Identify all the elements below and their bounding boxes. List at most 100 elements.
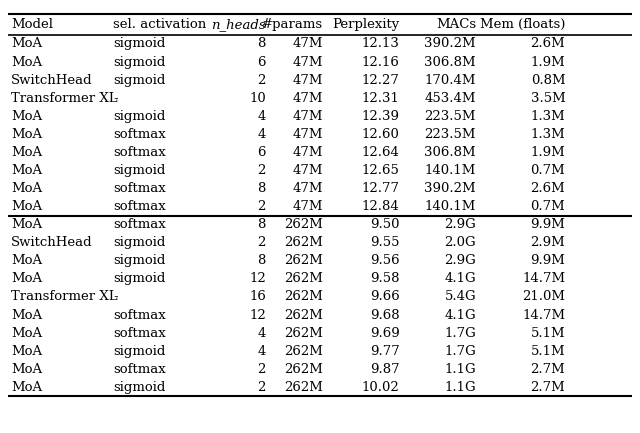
Text: 2: 2	[257, 236, 266, 249]
Text: softmax: softmax	[113, 128, 166, 141]
Text: 0.7M: 0.7M	[531, 200, 565, 213]
Text: 2.0G: 2.0G	[445, 236, 476, 249]
Text: -: -	[113, 291, 118, 304]
Text: 1.9M: 1.9M	[531, 146, 565, 159]
Text: 8: 8	[257, 218, 266, 231]
Text: 1.3M: 1.3M	[531, 128, 565, 141]
Text: 5.4G: 5.4G	[445, 291, 476, 304]
Text: 16: 16	[249, 291, 266, 304]
Text: 4: 4	[257, 128, 266, 141]
Text: 47M: 47M	[292, 200, 323, 213]
Text: 12: 12	[249, 272, 266, 285]
Text: 4.1G: 4.1G	[445, 309, 476, 322]
Text: 262M: 262M	[284, 326, 323, 339]
Text: 170.4M: 170.4M	[424, 74, 476, 87]
Text: sigmoid: sigmoid	[113, 381, 165, 394]
Text: 4: 4	[257, 110, 266, 123]
Text: 1.7G: 1.7G	[444, 326, 476, 339]
Text: sigmoid: sigmoid	[113, 38, 165, 51]
Text: 14.7M: 14.7M	[522, 272, 565, 285]
Text: Mem (floats): Mem (floats)	[480, 18, 565, 31]
Text: 140.1M: 140.1M	[425, 164, 476, 177]
Text: Transformer XL: Transformer XL	[11, 291, 118, 304]
Text: MoA: MoA	[11, 38, 42, 51]
Text: 9.9M: 9.9M	[531, 218, 565, 231]
Text: 47M: 47M	[292, 146, 323, 159]
Text: sigmoid: sigmoid	[113, 110, 165, 123]
Text: 306.8M: 306.8M	[424, 146, 476, 159]
Text: sigmoid: sigmoid	[113, 254, 165, 267]
Text: 1.1G: 1.1G	[445, 381, 476, 394]
Text: 12.27: 12.27	[362, 74, 399, 87]
Text: MoA: MoA	[11, 128, 42, 141]
Text: 390.2M: 390.2M	[424, 182, 476, 195]
Text: 453.4M: 453.4M	[424, 92, 476, 105]
Text: 9.87: 9.87	[370, 363, 399, 376]
Text: MoA: MoA	[11, 164, 42, 177]
Text: 12.77: 12.77	[362, 182, 399, 195]
Text: 9.69: 9.69	[370, 326, 399, 339]
Text: 9.58: 9.58	[370, 272, 399, 285]
Text: 47M: 47M	[292, 164, 323, 177]
Text: 2.6M: 2.6M	[531, 182, 565, 195]
Text: MoA: MoA	[11, 218, 42, 231]
Text: 9.9M: 9.9M	[531, 254, 565, 267]
Text: 4.1G: 4.1G	[445, 272, 476, 285]
Text: 262M: 262M	[284, 236, 323, 249]
Text: 12.31: 12.31	[362, 92, 399, 105]
Text: 8: 8	[257, 254, 266, 267]
Text: 8: 8	[257, 38, 266, 51]
Text: MoA: MoA	[11, 200, 42, 213]
Text: softmax: softmax	[113, 363, 166, 376]
Text: 4: 4	[257, 345, 266, 358]
Text: 12.13: 12.13	[362, 38, 399, 51]
Text: 47M: 47M	[292, 182, 323, 195]
Text: 47M: 47M	[292, 92, 323, 105]
Text: n_heads: n_heads	[211, 18, 266, 31]
Text: 2: 2	[257, 74, 266, 87]
Text: softmax: softmax	[113, 200, 166, 213]
Text: 1.7G: 1.7G	[444, 345, 476, 358]
Text: 390.2M: 390.2M	[424, 38, 476, 51]
Text: 12.39: 12.39	[362, 110, 399, 123]
Text: 223.5M: 223.5M	[424, 110, 476, 123]
Text: 2.9M: 2.9M	[531, 236, 565, 249]
Text: sigmoid: sigmoid	[113, 345, 165, 358]
Text: 47M: 47M	[292, 38, 323, 51]
Text: 9.77: 9.77	[370, 345, 399, 358]
Text: SwitchHead: SwitchHead	[11, 74, 93, 87]
Text: softmax: softmax	[113, 146, 166, 159]
Text: 5.1M: 5.1M	[531, 345, 565, 358]
Text: 9.68: 9.68	[370, 309, 399, 322]
Text: 2: 2	[257, 381, 266, 394]
Text: 9.50: 9.50	[370, 218, 399, 231]
Text: 12.16: 12.16	[362, 55, 399, 68]
Text: MoA: MoA	[11, 254, 42, 267]
Text: 262M: 262M	[284, 218, 323, 231]
Text: Perplexity: Perplexity	[332, 18, 399, 31]
Text: 9.56: 9.56	[370, 254, 399, 267]
Text: MoA: MoA	[11, 55, 42, 68]
Text: 21.0M: 21.0M	[522, 291, 565, 304]
Text: -: -	[113, 92, 118, 105]
Text: 3.5M: 3.5M	[531, 92, 565, 105]
Text: 262M: 262M	[284, 363, 323, 376]
Text: softmax: softmax	[113, 218, 166, 231]
Text: 47M: 47M	[292, 74, 323, 87]
Text: 47M: 47M	[292, 128, 323, 141]
Text: 0.7M: 0.7M	[531, 164, 565, 177]
Text: 12.64: 12.64	[362, 146, 399, 159]
Text: 262M: 262M	[284, 291, 323, 304]
Text: 223.5M: 223.5M	[424, 128, 476, 141]
Text: MoA: MoA	[11, 326, 42, 339]
Text: SwitchHead: SwitchHead	[11, 236, 93, 249]
Text: 12.84: 12.84	[362, 200, 399, 213]
Text: 47M: 47M	[292, 55, 323, 68]
Text: 1.3M: 1.3M	[531, 110, 565, 123]
Text: 306.8M: 306.8M	[424, 55, 476, 68]
Text: softmax: softmax	[113, 182, 166, 195]
Text: MoA: MoA	[11, 182, 42, 195]
Text: 14.7M: 14.7M	[522, 309, 565, 322]
Text: 2.7M: 2.7M	[531, 381, 565, 394]
Text: 10: 10	[249, 92, 266, 105]
